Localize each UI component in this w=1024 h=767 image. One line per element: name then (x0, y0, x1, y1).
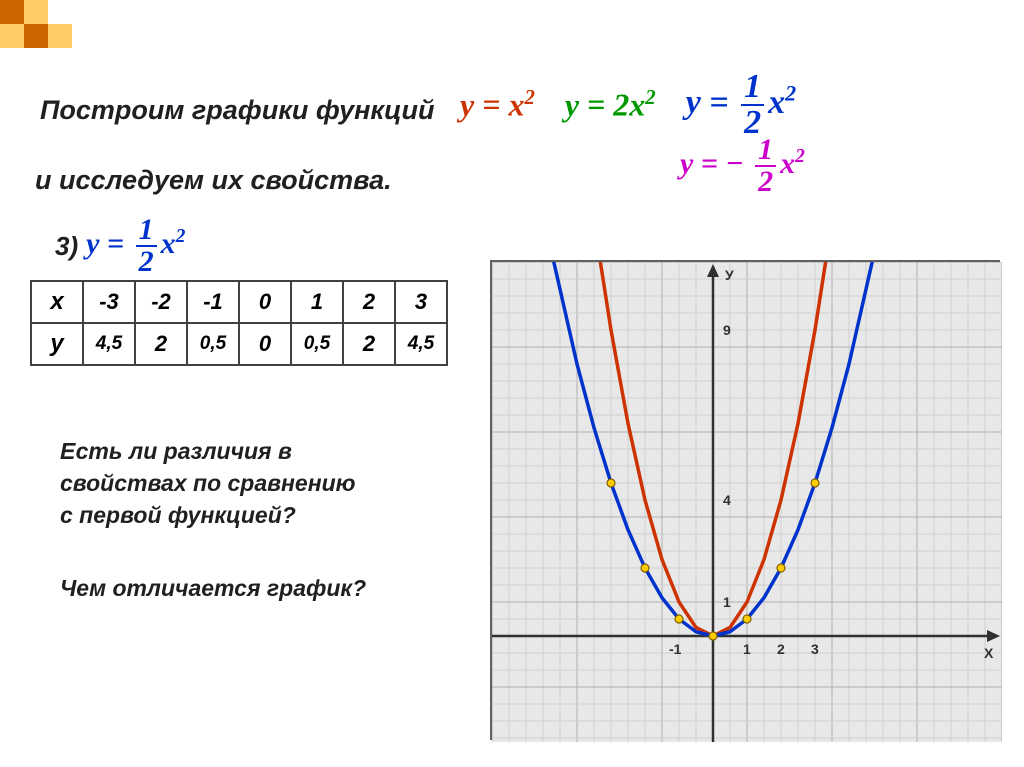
formula-y-x2: y = x2 (460, 86, 535, 124)
formula-y-half-x2: y = 12x2 (686, 70, 797, 140)
question-1-line: с первой функцией? (60, 502, 296, 528)
question-1-line: свойствах по сравнению (60, 470, 356, 496)
subtitle: и исследуем их свойства. (35, 165, 392, 196)
svg-text:1: 1 (743, 641, 751, 657)
svg-text:1: 1 (723, 594, 731, 610)
svg-text:3: 3 (811, 641, 819, 657)
question-1-line: Есть ли различия в (60, 438, 292, 464)
svg-text:X: X (984, 645, 994, 661)
svg-text:2: 2 (777, 641, 785, 657)
item-3-formula: y = 12x2 (86, 215, 185, 277)
value-table: x-3-2-10123у4,520,500,524,5 (30, 280, 448, 366)
formula-y-2x2: y = 2x2 (565, 86, 656, 124)
svg-text:9: 9 (723, 322, 731, 338)
svg-text:У: У (725, 267, 734, 283)
item-3-number: 3) (55, 231, 78, 262)
item-3: 3) y = 12x2 (55, 215, 185, 277)
formula-y-neg-half-x2: y = − 12x2 (680, 135, 805, 197)
parabola-chart: У X -1 1 2 3 1 4 9 (490, 260, 1000, 740)
corner-decoration (0, 0, 80, 60)
page-title: Построим графики функций (40, 95, 435, 126)
formula-row: y = x2 y = 2x2 y = 12x2 (460, 70, 796, 140)
svg-text:4: 4 (723, 492, 731, 508)
svg-text:-1: -1 (669, 641, 682, 657)
question-2: Чем отличается график? (60, 575, 366, 602)
question-1: Есть ли различия в свойствах по сравнени… (60, 435, 356, 532)
